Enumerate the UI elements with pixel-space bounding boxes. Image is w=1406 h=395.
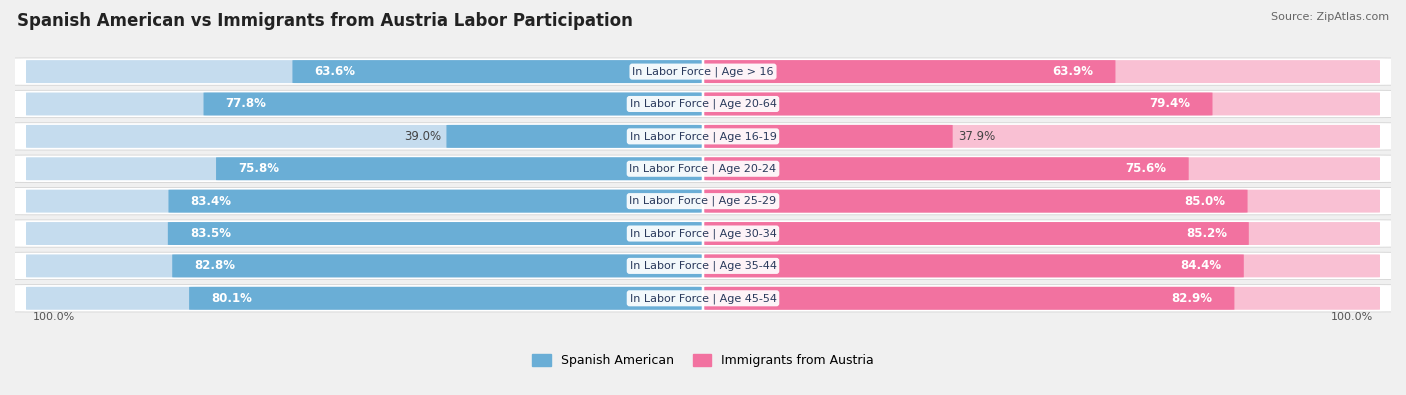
Text: In Labor Force | Age 45-54: In Labor Force | Age 45-54 [630, 293, 776, 303]
FancyBboxPatch shape [704, 287, 1381, 310]
FancyBboxPatch shape [10, 90, 1396, 118]
Text: Source: ZipAtlas.com: Source: ZipAtlas.com [1271, 12, 1389, 22]
Text: 75.6%: 75.6% [1126, 162, 1167, 175]
Text: 63.6%: 63.6% [315, 65, 356, 78]
Text: 82.8%: 82.8% [194, 260, 235, 273]
FancyBboxPatch shape [167, 222, 702, 245]
FancyBboxPatch shape [704, 60, 1115, 83]
Text: 100.0%: 100.0% [32, 312, 75, 322]
FancyBboxPatch shape [25, 157, 702, 180]
Text: In Labor Force | Age 35-44: In Labor Force | Age 35-44 [630, 261, 776, 271]
Text: 79.4%: 79.4% [1150, 98, 1191, 111]
Text: In Labor Force | Age > 16: In Labor Force | Age > 16 [633, 66, 773, 77]
FancyBboxPatch shape [169, 190, 702, 213]
FancyBboxPatch shape [190, 287, 702, 310]
Text: In Labor Force | Age 30-34: In Labor Force | Age 30-34 [630, 228, 776, 239]
FancyBboxPatch shape [10, 252, 1396, 280]
Text: In Labor Force | Age 20-24: In Labor Force | Age 20-24 [630, 164, 776, 174]
Text: In Labor Force | Age 16-19: In Labor Force | Age 16-19 [630, 131, 776, 142]
FancyBboxPatch shape [704, 60, 1381, 83]
FancyBboxPatch shape [292, 60, 702, 83]
FancyBboxPatch shape [25, 287, 702, 310]
Text: Spanish American vs Immigrants from Austria Labor Participation: Spanish American vs Immigrants from Aust… [17, 12, 633, 30]
Text: In Labor Force | Age 20-64: In Labor Force | Age 20-64 [630, 99, 776, 109]
Text: 83.5%: 83.5% [190, 227, 231, 240]
FancyBboxPatch shape [204, 92, 702, 115]
FancyBboxPatch shape [10, 285, 1396, 312]
FancyBboxPatch shape [704, 92, 1212, 115]
Text: 100.0%: 100.0% [1331, 312, 1374, 322]
FancyBboxPatch shape [704, 157, 1381, 180]
Legend: Spanish American, Immigrants from Austria: Spanish American, Immigrants from Austri… [527, 349, 879, 372]
FancyBboxPatch shape [704, 254, 1244, 277]
FancyBboxPatch shape [10, 58, 1396, 85]
FancyBboxPatch shape [704, 254, 1381, 277]
Text: 85.0%: 85.0% [1184, 195, 1226, 208]
FancyBboxPatch shape [447, 125, 702, 148]
FancyBboxPatch shape [704, 222, 1249, 245]
FancyBboxPatch shape [10, 220, 1396, 247]
Text: 37.9%: 37.9% [957, 130, 995, 143]
Text: 83.4%: 83.4% [190, 195, 232, 208]
FancyBboxPatch shape [25, 92, 702, 115]
Text: 80.1%: 80.1% [211, 292, 252, 305]
FancyBboxPatch shape [25, 125, 702, 148]
FancyBboxPatch shape [10, 123, 1396, 150]
FancyBboxPatch shape [25, 190, 702, 213]
Text: 39.0%: 39.0% [404, 130, 441, 143]
FancyBboxPatch shape [704, 287, 1234, 310]
FancyBboxPatch shape [704, 157, 1188, 180]
FancyBboxPatch shape [10, 155, 1396, 182]
FancyBboxPatch shape [172, 254, 702, 277]
Text: 85.2%: 85.2% [1185, 227, 1227, 240]
FancyBboxPatch shape [704, 92, 1381, 115]
FancyBboxPatch shape [704, 222, 1381, 245]
Text: 84.4%: 84.4% [1181, 260, 1222, 273]
FancyBboxPatch shape [25, 254, 702, 277]
FancyBboxPatch shape [10, 188, 1396, 215]
Text: In Labor Force | Age 25-29: In Labor Force | Age 25-29 [630, 196, 776, 206]
FancyBboxPatch shape [704, 125, 1381, 148]
Text: 75.8%: 75.8% [238, 162, 278, 175]
Text: 82.9%: 82.9% [1171, 292, 1212, 305]
FancyBboxPatch shape [25, 222, 702, 245]
Text: 77.8%: 77.8% [225, 98, 266, 111]
Text: 63.9%: 63.9% [1053, 65, 1094, 78]
FancyBboxPatch shape [704, 125, 953, 148]
FancyBboxPatch shape [704, 190, 1247, 213]
FancyBboxPatch shape [25, 60, 702, 83]
FancyBboxPatch shape [704, 190, 1381, 213]
FancyBboxPatch shape [217, 157, 702, 180]
